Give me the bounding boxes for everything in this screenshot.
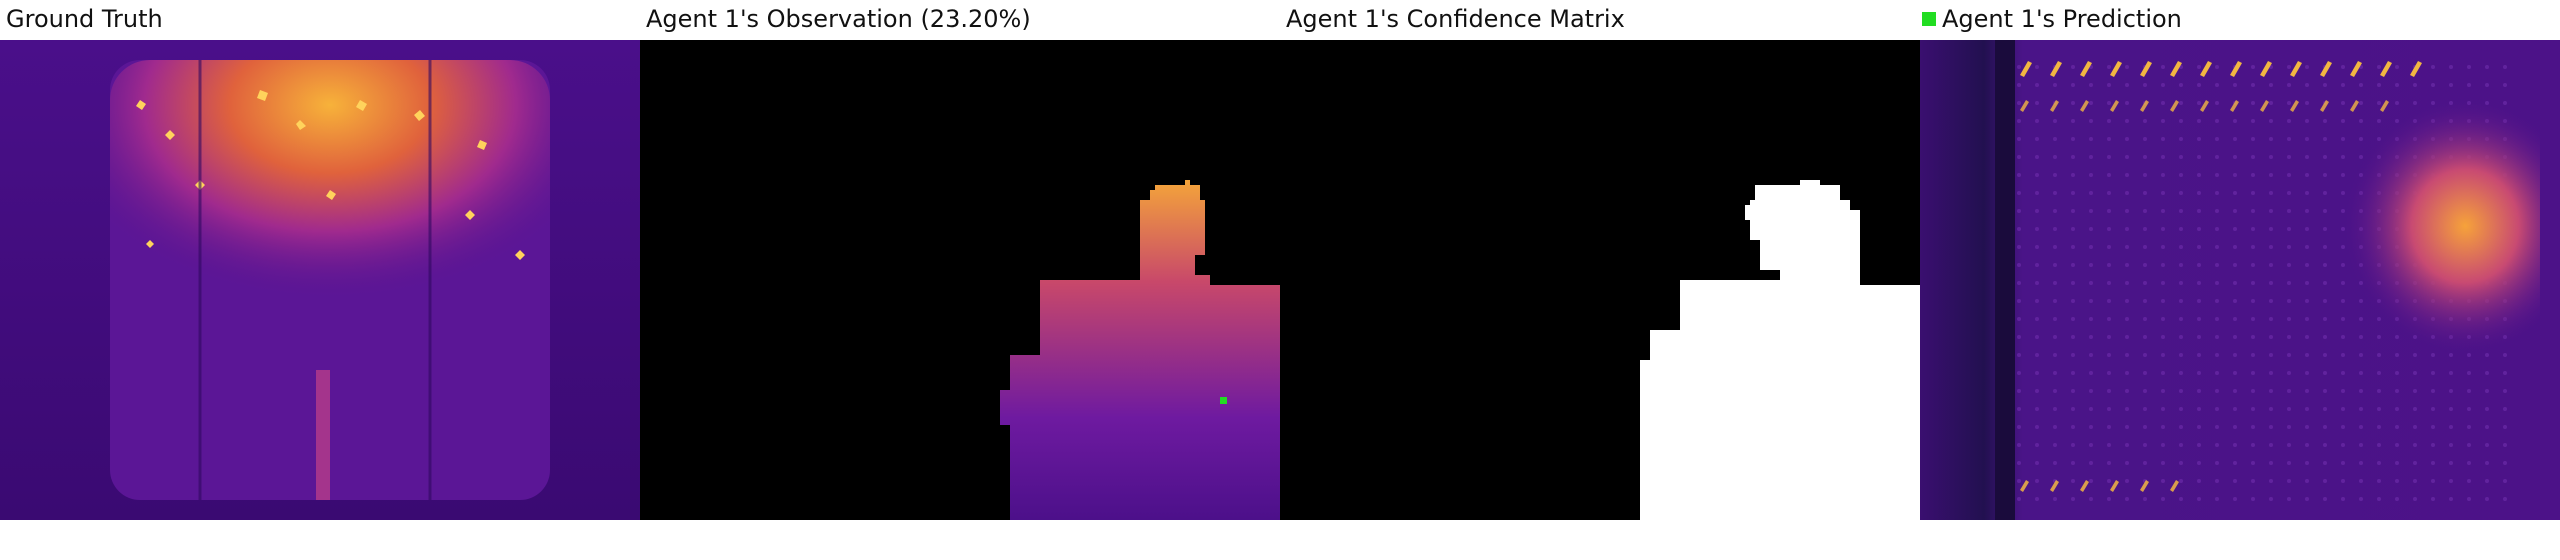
observation-title: Agent 1's Observation (23.20%) (646, 5, 1031, 33)
confidence-panel (1280, 40, 1920, 520)
agent-marker-icon (1220, 397, 1227, 404)
prediction-panel (1920, 40, 2560, 520)
ground-truth-heatmap (0, 40, 640, 520)
prediction-heatmap (1920, 40, 2560, 520)
prediction-title: Agent 1's Prediction (1922, 2, 2182, 36)
observation-panel (640, 40, 1280, 520)
green-square-icon (1922, 12, 1936, 26)
prediction-top-streaks (2020, 61, 2422, 492)
confidence-matrix (1280, 40, 1920, 520)
prediction-title-text: Agent 1's Prediction (1942, 5, 2182, 33)
ground-truth-title: Ground Truth (6, 5, 163, 33)
observation-map (640, 40, 1280, 520)
ground-truth-panel (0, 40, 640, 520)
confidence-title: Agent 1's Confidence Matrix (1286, 5, 1625, 33)
